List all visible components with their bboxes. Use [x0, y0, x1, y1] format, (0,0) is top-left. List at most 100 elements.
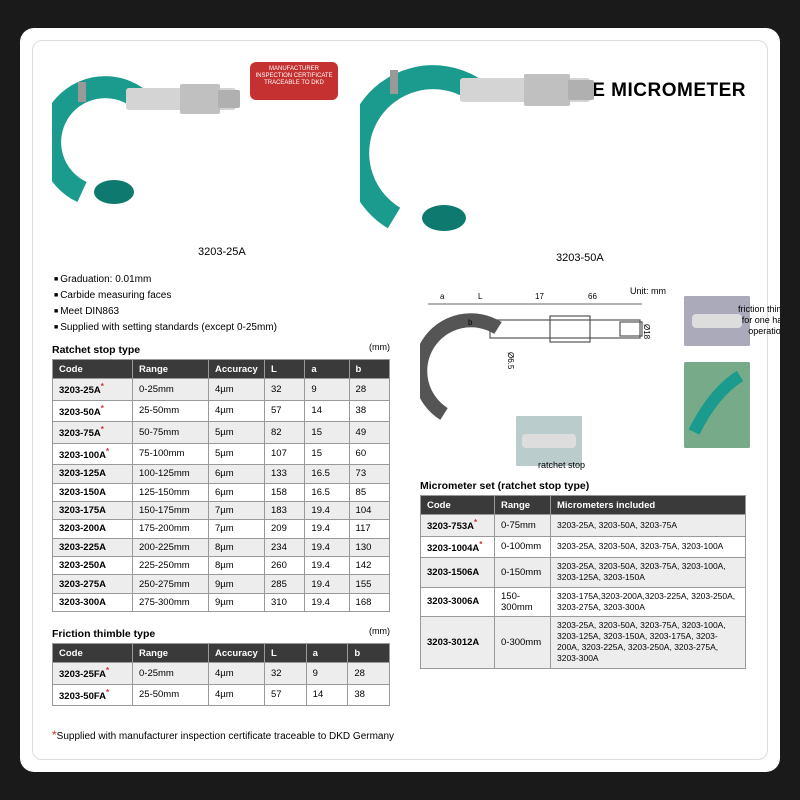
- table-cell: 14: [305, 400, 349, 422]
- code-cell: 3203-3012A: [421, 617, 495, 669]
- table-cell: 16.5: [305, 465, 349, 483]
- table-cell: 7µm: [209, 501, 265, 519]
- table-cell: 85: [349, 483, 389, 501]
- table-row: 3203-150A125-150mm6µm15816.585: [53, 483, 390, 501]
- col-header: L: [265, 644, 307, 663]
- dim-dia1: Ø6.5: [506, 352, 515, 369]
- table-cell: 5µm: [209, 422, 265, 444]
- dim-a: a: [440, 292, 444, 301]
- badge-line: TRACEABLE TO DKD: [254, 80, 334, 87]
- table-cell: 38: [348, 684, 390, 706]
- table-cell: 125-150mm: [133, 483, 209, 501]
- table-cell: 32: [265, 379, 305, 401]
- table-cell: 234: [265, 538, 305, 556]
- table-cell: 4µm: [209, 379, 265, 401]
- product-label-50a: 3203-50A: [556, 252, 604, 264]
- table-cell: 75-100mm: [133, 443, 209, 465]
- table-cell: 150-300mm: [495, 587, 551, 616]
- col-header: a: [306, 644, 348, 663]
- table-row: 3203-200A175-200mm7µm20919.4117: [53, 520, 390, 538]
- table-row: 3203-25A*0-25mm4µm32928: [53, 379, 390, 401]
- table-cell: 260: [265, 557, 305, 575]
- feature-item: Carbide measuring faces: [54, 288, 277, 304]
- table-cell: 183: [265, 501, 305, 519]
- table-cell: 209: [265, 520, 305, 538]
- table-cell: 15: [305, 422, 349, 444]
- table-cell: 133: [265, 465, 305, 483]
- table-cell: 158: [265, 483, 305, 501]
- col-header: Code: [53, 644, 133, 663]
- table-cell: 6µm: [209, 465, 265, 483]
- code-cell: 3203-225A: [53, 538, 133, 556]
- sets-table: CodeRangeMicrometers included 3203-753A*…: [420, 495, 746, 669]
- table-row: 3203-175A150-175mm7µm18319.4104: [53, 501, 390, 519]
- product-label-25a: 3203-25A: [198, 246, 246, 258]
- table-cell: 117: [349, 520, 389, 538]
- table-cell: 25-50mm: [133, 400, 209, 422]
- table-cell: 57: [265, 684, 307, 706]
- code-cell: 3203-300A: [53, 593, 133, 611]
- col-header: L: [265, 360, 305, 379]
- product-image-50a: [360, 56, 620, 256]
- footnote-text: Supplied with manufacturer inspection ce…: [57, 731, 394, 742]
- dim-17: 17: [535, 292, 544, 301]
- table-cell: 7µm: [209, 520, 265, 538]
- table-cell: 3203-25A, 3203-50A, 3203-75A, 3203-100A: [551, 536, 746, 558]
- ratchet-photo: [516, 416, 582, 466]
- table-cell: 28: [349, 379, 389, 401]
- col-header: Range: [133, 360, 209, 379]
- table-cell: 19.4: [305, 501, 349, 519]
- friction-title: Friction thimble type: [52, 628, 155, 640]
- table-cell: 3203-25A, 3203-50A, 3203-75A, 3203-100A,…: [551, 558, 746, 587]
- ratchet-unit: (mm): [369, 342, 390, 352]
- table-cell: 16.5: [305, 483, 349, 501]
- annot-friction: friction thimble for one hand operation: [732, 304, 780, 336]
- col-header: b: [348, 644, 390, 663]
- feature-list: Graduation: 0.01mm Carbide measuring fac…: [54, 272, 277, 336]
- sets-section: Micrometer set (ratchet stop type) CodeR…: [420, 480, 746, 669]
- table-cell: 19.4: [305, 538, 349, 556]
- table-cell: 8µm: [209, 557, 265, 575]
- dim-dia2: Ø18: [642, 324, 651, 339]
- table-row: 3203-100A*75-100mm5µm1071560: [53, 443, 390, 465]
- ratchet-table: CodeRangeAccuracyLab 3203-25A*0-25mm4µm3…: [52, 359, 390, 612]
- table-cell: 0-300mm: [495, 617, 551, 669]
- table-cell: 82: [265, 422, 305, 444]
- table-cell: 19.4: [305, 557, 349, 575]
- table-cell: 32: [265, 663, 307, 685]
- table-cell: 155: [349, 575, 389, 593]
- table-cell: 9: [306, 663, 348, 685]
- table-cell: 4µm: [209, 400, 265, 422]
- col-header: Micrometers included: [551, 496, 746, 515]
- table-cell: 285: [265, 575, 305, 593]
- col-header: Accuracy: [209, 644, 265, 663]
- col-header: b: [349, 360, 389, 379]
- dim-66: 66: [588, 292, 597, 301]
- code-cell: 3203-150A: [53, 483, 133, 501]
- code-cell: 3203-50A*: [53, 400, 133, 422]
- sets-title: Micrometer set (ratchet stop type): [420, 480, 746, 492]
- badge-line: MANUFACTURER: [254, 66, 334, 73]
- annot-ratchet: ratchet stop: [538, 460, 585, 471]
- table-row: 3203-3006A150-300mm3203-175A,3203-200A,3…: [421, 587, 746, 616]
- code-cell: 3203-125A: [53, 465, 133, 483]
- table-cell: 275-300mm: [133, 593, 209, 611]
- catalog-page: OUTSIDE MICROMETER MANUFACTURER INSPECTI…: [20, 28, 780, 772]
- table-row: 3203-3012A0-300mm3203-25A, 3203-50A, 320…: [421, 617, 746, 669]
- table-cell: 3203-175A,3203-200A,3203-225A, 3203-250A…: [551, 587, 746, 616]
- col-header: Accuracy: [209, 360, 265, 379]
- table-row: 3203-75A*50-75mm5µm821549: [53, 422, 390, 444]
- code-cell: 3203-3006A: [421, 587, 495, 616]
- table-cell: 50-75mm: [133, 422, 209, 444]
- table-cell: 25-50mm: [133, 684, 209, 706]
- table-cell: 104: [349, 501, 389, 519]
- code-cell: 3203-25FA*: [53, 663, 133, 685]
- friction-table: CodeRangeAccuracyLab 3203-25FA*0-25mm4µm…: [52, 643, 390, 706]
- ratchet-section: Ratchet stop type (mm) CodeRangeAccuracy…: [52, 340, 390, 612]
- table-cell: 28: [348, 663, 390, 685]
- code-cell: 3203-250A: [53, 557, 133, 575]
- code-cell: 3203-753A*: [421, 515, 495, 537]
- certificate-badge: MANUFACTURER INSPECTION CERTIFICATE TRAC…: [250, 62, 338, 100]
- table-cell: 3203-25A, 3203-50A, 3203-75A: [551, 515, 746, 537]
- footnote: *Supplied with manufacturer inspection c…: [52, 728, 394, 742]
